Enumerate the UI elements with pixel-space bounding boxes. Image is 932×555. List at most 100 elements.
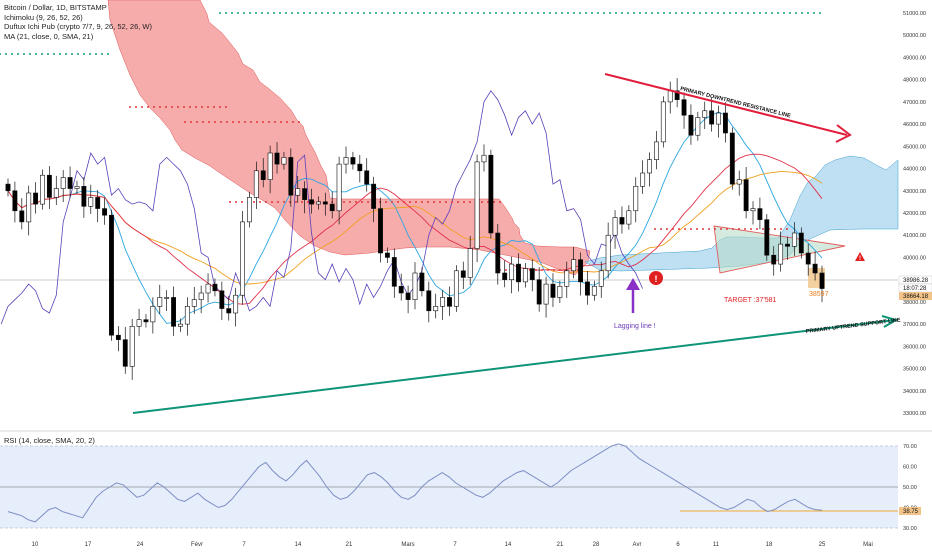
candle-up [509,263,515,280]
candle-down [109,214,114,336]
candle-down [819,272,825,289]
legend-ma: MA (21, close, 0, SMA, 21) [4,31,94,41]
candle-up [654,141,659,160]
candle-up [647,159,652,174]
price-tick-label: 35000.00 [903,367,926,373]
candle-up [557,286,563,298]
weekly-level-dot [357,12,359,14]
weekly-level-dot [53,53,55,55]
weekly-level-dot [35,53,37,55]
daily-level-dot [280,121,282,123]
candle-down [495,232,501,274]
current-price-badge: 38986.28 [903,278,929,284]
candle-down [398,286,404,294]
candle-up [336,163,342,212]
daily-level-dot [229,201,231,203]
price-tick-label: 47000.00 [903,100,926,106]
candle-down [585,281,590,296]
daily-level-dot [225,106,227,108]
daily-level-dot [732,228,734,230]
daily-level-dot [714,228,716,230]
daily-level-dot [738,228,740,230]
daily-level-dot [135,106,137,108]
weekly-level-dot [237,12,239,14]
daily-level-dot [349,201,351,203]
candle-down [143,319,149,323]
candle-down [757,208,763,220]
daily-level-dot [708,228,710,230]
daily-level-dot [397,201,399,203]
weekly-level-dot [693,12,695,14]
daily-level-dot [153,106,155,108]
candle-up [150,306,156,323]
weekly-level-dot [483,12,485,14]
lagging-arrow-head [626,278,640,290]
candle-up [778,243,784,265]
rsi-line [7,443,823,523]
candle-up [612,217,618,236]
daily-level-dot [493,201,495,203]
daily-level-dot [660,228,662,230]
candle-up [26,192,32,223]
candle-up [474,161,480,249]
rsi-tick-label: 70.00 [903,444,917,450]
weekly-level-dot [555,12,557,14]
bearish-cloud-early [107,0,591,276]
weekly-level-dot [777,12,779,14]
candle-down [274,152,280,165]
weekly-level-dot [543,12,545,14]
daily-level-dot [672,228,674,230]
price-badge-group: 38986.28 18:07:28 38664.18 [898,275,932,300]
candle-down [5,183,11,192]
weekly-level-dot [351,12,353,14]
candle-up [191,299,197,307]
daily-level-dot [183,106,185,108]
daily-level-dot [750,228,752,230]
candle-down [219,290,225,309]
lagging-span-line [0,90,643,325]
candle-up [660,101,666,143]
daily-level-dot [165,106,167,108]
daily-level-dot [268,121,270,123]
price-tick-label: 50000.00 [903,33,926,39]
weekly-level-dot [83,53,85,55]
x-tick-label: 14 [295,542,302,548]
candle-down [674,90,680,100]
candle-up [295,188,301,196]
weekly-level-dot [681,12,683,14]
candle-down [405,292,411,300]
weekly-level-dot [711,12,713,14]
x-tick-label: 17 [85,542,92,548]
daily-level-dot [298,121,300,123]
weekly-level-dot [423,12,425,14]
legend: Bitcoin / Dollar, 1D, BITSTAMP Ichimoku … [4,3,152,41]
weekly-level-dot [507,12,509,14]
weekly-level-dot [107,53,109,55]
candle-up [633,186,639,212]
weekly-level-dot [369,12,371,14]
weekly-level-dot [345,12,347,14]
weekly-level-dot [813,12,815,14]
weekly-level-dot [225,12,227,14]
weekly-level-dot [783,12,785,14]
weekly-level-dot [95,53,97,55]
lagging-line-label: Lagging line ! [614,323,656,330]
legend-title: Bitcoin / Dollar, 1D, BITSTAMP [4,3,107,12]
candle-down [619,217,625,225]
candle-down [260,170,266,180]
daily-level-dot [385,201,387,203]
weekly-level-dot [513,12,515,14]
candle-down [805,252,811,265]
candle-down [447,297,452,307]
daily-level-dot [208,121,210,123]
weekly-level-dot [561,12,563,14]
daily-level-dot [129,106,131,108]
daily-level-dot [391,201,393,203]
candle-down [426,290,432,312]
candle-down [529,268,535,280]
weekly-level-dot [573,12,575,14]
candle-up [164,297,170,299]
x-tick-label: 21 [557,542,564,548]
